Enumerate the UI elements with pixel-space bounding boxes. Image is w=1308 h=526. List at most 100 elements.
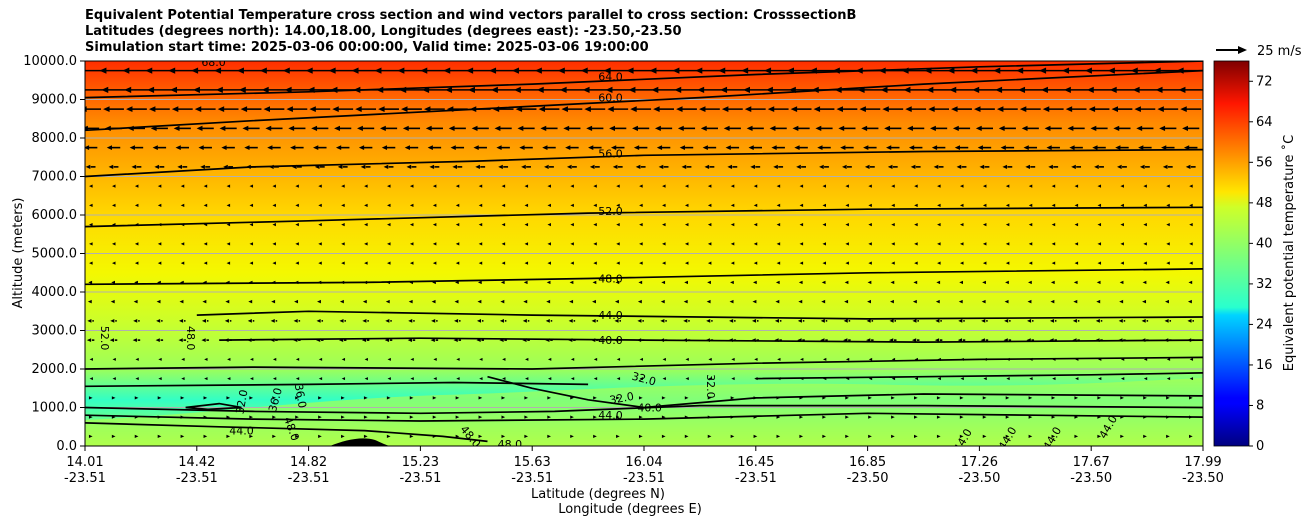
wind-vector-head (134, 184, 139, 188)
wind-vector-head (683, 299, 688, 304)
wind-vector-head (226, 242, 231, 246)
wind-vector-head (293, 338, 298, 343)
wind-vector-head (765, 86, 773, 94)
wind-vector-head (639, 377, 643, 381)
wind-vector-head (1188, 280, 1193, 285)
wind-vector-head (887, 164, 893, 169)
wind-vector-head (544, 164, 549, 169)
wind-vector-head (431, 299, 436, 304)
wind-vector-head (1021, 125, 1028, 132)
wind-vector-head (432, 415, 437, 419)
wind-vector-head (913, 280, 918, 285)
x-axis-label-longitude: Longitude (degrees E) (558, 502, 702, 517)
wind-vector-head (637, 299, 642, 304)
wind-vector-head (318, 357, 323, 361)
wind-vector-head (1143, 223, 1147, 227)
colorbar-tick-label: 56 (1256, 155, 1273, 170)
wind-vector-head (656, 145, 663, 150)
wind-vector-head (591, 338, 596, 343)
wind-vector-head (786, 67, 794, 74)
wind-vector-head (525, 377, 529, 381)
wind-vector-head (914, 415, 918, 419)
wind-vector-head (498, 164, 503, 169)
wind-vector-head (202, 280, 207, 285)
wind-vector-head (157, 242, 162, 246)
wind-vector-head (513, 86, 521, 94)
wind-vector-head (1042, 106, 1050, 113)
wind-vector-head (249, 242, 254, 246)
y-tick-label: 6000.0 (32, 208, 78, 223)
wind-vector-head (958, 319, 963, 323)
wind-vector-head (339, 299, 344, 304)
wind-vector-head (1005, 184, 1010, 188)
wind-vector-head (799, 242, 804, 246)
wind-vector-head (868, 434, 872, 439)
wind-vector-head (868, 377, 873, 381)
wind-vector-head (248, 280, 253, 285)
wind-vector-head (157, 184, 162, 188)
wind-vector-head (960, 242, 964, 246)
wind-vector-head (1074, 223, 1079, 227)
wind-vector-head (1062, 67, 1070, 74)
wind-vector-head (171, 106, 179, 113)
wind-vector-head (1166, 242, 1170, 246)
wind-vector-head (1000, 145, 1006, 150)
wind-vector-head (341, 357, 346, 361)
wind-vector-head (271, 299, 276, 304)
contour-line (196, 310, 1203, 320)
wind-vector-head (1143, 415, 1147, 419)
wind-vector-head (821, 280, 826, 285)
wind-vector-head (914, 434, 918, 439)
wind-vector-head (180, 415, 185, 419)
wind-vector-head (1186, 338, 1192, 343)
wind-vector-head (721, 106, 729, 113)
wind-vector-head (272, 242, 276, 246)
contour-label: 48.0 (598, 273, 623, 286)
wind-vector-head (545, 319, 550, 323)
wind-vector-head (659, 338, 665, 343)
wind-vector-head (286, 106, 293, 113)
wind-vector-head (868, 415, 872, 419)
wind-vector-head (133, 299, 138, 304)
wind-vector-head (134, 415, 139, 419)
wind-vector-head (177, 164, 182, 169)
x-tick-label-lat: 14.82 (290, 455, 327, 470)
wind-vector-head (547, 434, 551, 439)
colorbar (1213, 60, 1250, 447)
wind-vector-head (112, 261, 116, 265)
wind-vector-head (180, 280, 184, 285)
wind-vector-head (912, 299, 917, 304)
wind-vector-head (476, 319, 482, 323)
wind-vector-head (822, 184, 826, 188)
x-tick-label-lat: 17.99 (1184, 455, 1221, 470)
wind-vector-head (158, 377, 162, 381)
wind-vector-head (681, 164, 687, 169)
wind-vector-head (536, 86, 544, 94)
wind-vector-head (203, 396, 208, 400)
wind-vector-head (317, 280, 322, 285)
wind-vector-head (226, 434, 231, 439)
wind-vector-head (364, 242, 368, 246)
wind-vector-head (1115, 145, 1121, 150)
wind-vector-head (180, 203, 185, 207)
wind-vector-head (790, 106, 798, 113)
wind-vector-head (960, 184, 964, 188)
wind-vector-head (764, 67, 772, 74)
wind-vector-head (868, 357, 873, 361)
wind-vector-head (866, 338, 871, 343)
wind-vector-head (982, 415, 987, 419)
wind-vector-head (1051, 261, 1056, 265)
wind-vector-head (110, 299, 115, 304)
wind-vector-head (547, 357, 552, 361)
wind-vector-head (891, 377, 896, 381)
y-tick-label: 4000.0 (32, 285, 78, 300)
wind-vector-head (930, 125, 936, 132)
wind-vector-head (914, 261, 918, 265)
wind-vector-head (563, 125, 570, 132)
wind-vector-head (727, 164, 733, 169)
wind-vector-head (295, 223, 299, 227)
wind-vector-head (1049, 338, 1054, 343)
wind-vector-head (379, 125, 386, 132)
wind-vector-head (776, 261, 781, 265)
